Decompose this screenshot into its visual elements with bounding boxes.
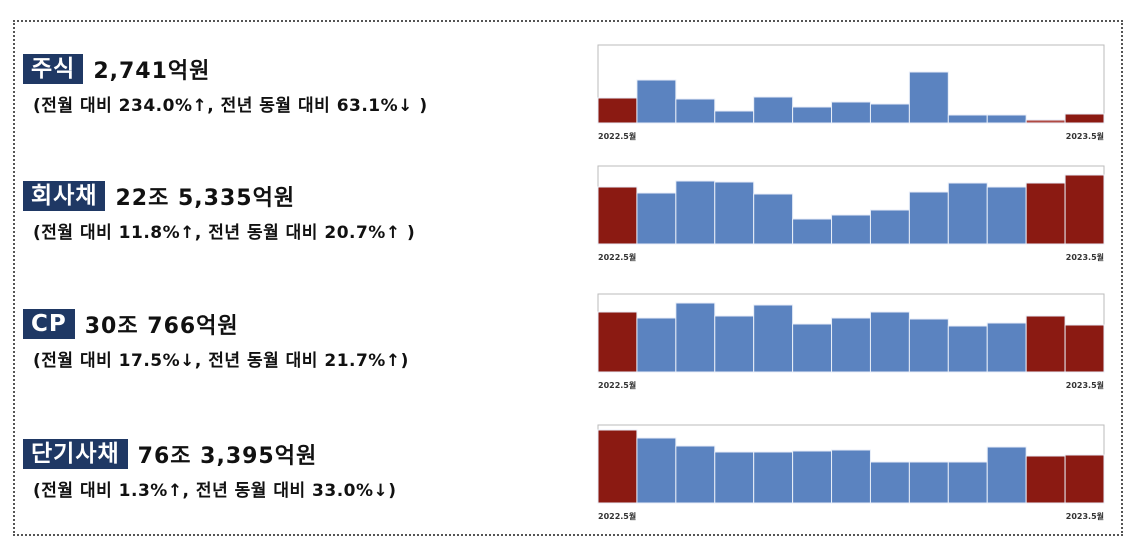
- mini-chart: 2022.5월 2023.5월: [597, 424, 1105, 521]
- bar: [714, 315, 755, 373]
- bar: [597, 311, 638, 373]
- bar: [869, 103, 910, 124]
- section-label: 회사채: [23, 181, 106, 211]
- bar: [869, 461, 910, 504]
- change: (전월 대비 1.3%↑, 전년 동월 대비 33.0%↓): [33, 481, 397, 501]
- bar: [675, 98, 716, 124]
- bar: [908, 461, 949, 504]
- bar: [947, 461, 988, 504]
- bar: [831, 449, 871, 504]
- bar: [831, 101, 871, 124]
- bar: [947, 182, 988, 245]
- section: 주식 2,741억원 (전월 대비 234.0%↑, 전년 동월 대비 63.1%↓…: [23, 53, 428, 116]
- bar: [1025, 455, 1066, 504]
- bar: [986, 114, 1027, 124]
- amount: 2,741억원: [93, 59, 211, 84]
- bar: [986, 446, 1027, 504]
- bar: [597, 429, 638, 504]
- bar: [792, 323, 833, 373]
- x-start-label: 2022.5월: [598, 252, 636, 262]
- section-label: CP: [23, 309, 75, 339]
- bar: [792, 218, 833, 245]
- amount: 30조 766억원: [84, 314, 239, 339]
- change: (전월 대비 11.8%↑, 전년 동월 대비 20.7%↑ ): [33, 223, 416, 243]
- bar: [714, 181, 755, 245]
- bar: [597, 186, 638, 245]
- bar: [1064, 324, 1105, 373]
- section: CP 30조 766억원 (전월 대비 17.5%↓, 전년 동월 대비 21.7%…: [23, 308, 409, 371]
- bar: [1064, 454, 1105, 504]
- bar: [908, 191, 949, 245]
- bar: [831, 317, 871, 373]
- bar: [986, 322, 1027, 373]
- bar: [714, 451, 755, 504]
- change: (전월 대비 17.5%↓, 전년 동월 대비 21.7%↑): [33, 351, 409, 371]
- bar: [792, 106, 833, 124]
- bar: [753, 96, 794, 124]
- section-label: 주식: [23, 54, 84, 84]
- bar: [675, 445, 716, 504]
- x-end-label: 2023.5월: [1066, 511, 1104, 521]
- bar: [636, 192, 677, 245]
- bar: [753, 193, 794, 245]
- bar: [1064, 113, 1105, 124]
- x-start-label: 2022.5월: [598, 511, 636, 521]
- mini-chart: 2022.5월 2023.5월: [597, 44, 1105, 141]
- section-head: 주식 2,741억원: [23, 53, 428, 85]
- bar: [1025, 119, 1066, 124]
- section-head: CP 30조 766억원: [23, 308, 409, 340]
- bar: [1064, 174, 1105, 245]
- bar: [753, 451, 794, 504]
- bar: [1025, 182, 1066, 245]
- bar: [636, 317, 677, 373]
- bar: [675, 302, 716, 373]
- bar: [986, 186, 1027, 245]
- bar: [947, 325, 988, 373]
- section-head: 회사채 22조 5,335억원: [23, 180, 415, 212]
- bar: [636, 79, 677, 124]
- bar: [636, 437, 677, 504]
- bar: [908, 71, 949, 124]
- section-label: 단기사채: [23, 439, 128, 469]
- frame: [13, 20, 1123, 536]
- bar: [869, 209, 910, 245]
- bar: [675, 180, 716, 245]
- x-end-label: 2023.5월: [1066, 131, 1104, 141]
- x-start-label: 2022.5월: [598, 380, 636, 390]
- section: 단기사채 76조 3,395억원 (전월 대비 1.3%↑, 전년 동월 대비 33…: [23, 438, 397, 501]
- x-start-label: 2022.5월: [598, 131, 636, 141]
- bar: [1025, 315, 1066, 373]
- bar: [831, 214, 871, 245]
- bar: [908, 318, 949, 373]
- amount: 22조 5,335억원: [115, 186, 296, 211]
- mini-chart: 2022.5월 2023.5월: [597, 293, 1105, 390]
- x-end-label: 2023.5월: [1066, 380, 1104, 390]
- amount: 76조 3,395억원: [137, 444, 318, 469]
- section-head: 단기사채 76조 3,395억원: [23, 438, 397, 470]
- bar: [714, 110, 755, 124]
- bar: [947, 114, 988, 124]
- bar: [869, 311, 910, 373]
- bar: [792, 450, 833, 504]
- mini-chart: 2022.5월 2023.5월: [597, 165, 1105, 262]
- section: 회사채 22조 5,335억원 (전월 대비 11.8%↑, 전년 동월 대비 20…: [23, 180, 415, 243]
- x-end-label: 2023.5월: [1066, 252, 1104, 262]
- bar: [753, 304, 794, 373]
- change: (전월 대비 234.0%↑, 전년 동월 대비 63.1%↓ ): [33, 96, 428, 116]
- bar: [597, 97, 638, 124]
